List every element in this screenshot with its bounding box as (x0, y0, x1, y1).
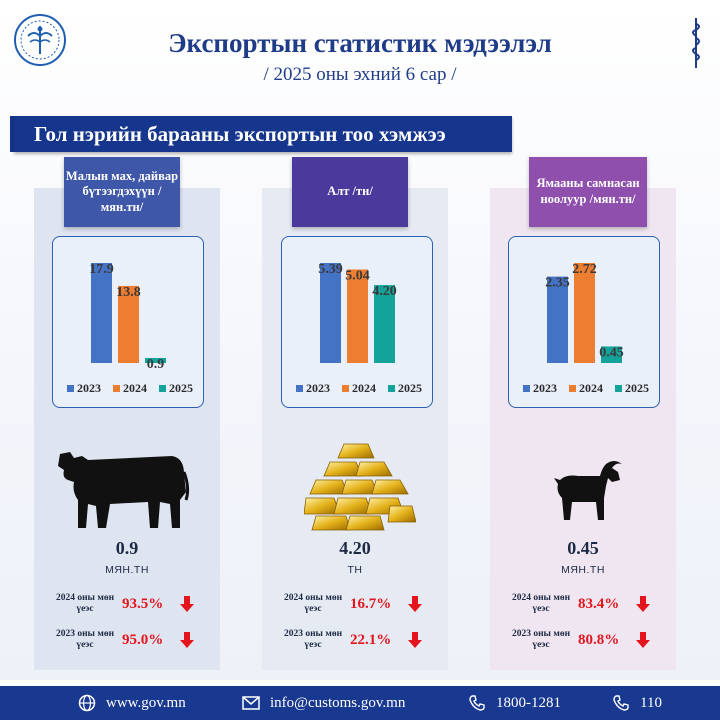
footer-bar: www.gov.mn info@customs.gov.mn 1800-1281… (0, 686, 720, 720)
legend-label-2023: 2023 (533, 381, 557, 395)
email-text[interactable]: info@customs.gov.mn (270, 694, 406, 711)
comparison-gold-2023: 2023 оны мөн үеэс 22.1% (280, 626, 422, 654)
gold-bars-icon (303, 436, 417, 537)
bar-2025 (145, 357, 166, 363)
legend-swatch-2025 (388, 385, 395, 392)
unit-cashmere: МЯН.ТН (561, 564, 605, 576)
current-value-gold: 4.20 (339, 538, 371, 558)
unit-gold: ТН (347, 564, 363, 576)
data-label-2024: 2.72 (572, 262, 597, 277)
hotline-text[interactable]: 110 (640, 694, 662, 711)
bar-2025 (601, 346, 622, 363)
cow-icon (52, 444, 190, 537)
bar-2024 (574, 263, 595, 363)
bar-2024 (347, 269, 368, 363)
comparison-cashmere-2024: 2024 оны мөн үеэс 83.4% (508, 590, 650, 618)
comparison-label: 2023 оны мөн үеэс (55, 629, 115, 650)
bar-2023 (547, 276, 568, 363)
phone-icon (469, 695, 485, 711)
current-value-cashmere: 0.45 (567, 538, 599, 558)
down-arrow-icon (408, 632, 422, 648)
comparison-pct: 22.1% (350, 631, 392, 648)
section-title: Гол нэрийн барааны экспортын тоо хэмжээ (14, 116, 512, 152)
chart-gold: 5.39 5.04 4.20 2023 2024 2025 (281, 236, 433, 408)
bar-chart-svg: 5.39 5.044.20 2023 2024 2025 (296, 262, 422, 395)
legend-label-2023: 2023 (306, 381, 330, 395)
comparison-pct: 95.0% (122, 631, 164, 648)
banner-accent (10, 116, 14, 152)
bar-2025 (374, 285, 395, 363)
chart-meat: 17.9 13.8 0.9 2023 2024 2025 (52, 236, 204, 408)
comparison-gold-2024: 2024 оны мөн үеэс 16.7% (280, 590, 422, 618)
legend-swatch-2024 (113, 385, 120, 392)
bar-chart-svg: 17.913.8 0.9 2023 2024 2025 (67, 262, 193, 395)
legend-swatch-2023 (523, 385, 530, 392)
comparison-pct: 93.5% (122, 595, 164, 612)
legend-label-2025: 2025 (169, 381, 193, 395)
comparison-label: 2023 оны мөн үеэс (283, 629, 343, 650)
legend-label-2025: 2025 (398, 381, 422, 395)
comparison-label: 2023 оны мөн үеэс (511, 629, 571, 650)
phone-text[interactable]: 1800-1281 (496, 694, 561, 711)
legend-swatch-2023 (67, 385, 74, 392)
data-label-2025: 0.45 (599, 345, 624, 360)
page-title: Экспортын статистик мэдээлэл (168, 28, 552, 58)
unit-meat: МЯН.ТН (105, 564, 149, 576)
down-arrow-icon (636, 596, 650, 612)
down-arrow-icon (636, 632, 650, 648)
legend-label-2025: 2025 (625, 381, 649, 395)
comparison-pct: 80.8% (578, 631, 620, 648)
data-label-2025: 4.20 (372, 284, 397, 299)
bar-2023 (91, 263, 112, 363)
data-label-2024: 13.8 (116, 285, 141, 300)
globe-icon (78, 694, 96, 712)
footer-phone[interactable]: 1800-1281 (468, 692, 561, 714)
legend-swatch-2024 (569, 385, 576, 392)
bar-2024 (118, 285, 139, 363)
comparison-label: 2024 оны мөн үеэс (283, 593, 343, 614)
footer-website[interactable]: www.gov.mn (78, 692, 186, 714)
comparison-meat-2024: 2024 оны мөн үеэс 93.5% (52, 590, 194, 618)
legend-swatch-2025 (159, 385, 166, 392)
footer-hotline[interactable]: 110 (612, 692, 662, 714)
comparison-cashmere-2023: 2023 оны мөн үеэс 80.8% (508, 626, 650, 654)
category-cashmere: Ямааны самнасан ноолуур /мян.тн/ (529, 157, 647, 227)
comparison-label: 2024 оны мөн үеэс (511, 593, 571, 614)
mail-icon (242, 696, 260, 710)
legend-label-2023: 2023 (77, 381, 101, 395)
page-subtitle: / 2025 оны эхний 6 сар / (263, 64, 457, 85)
mongolian-script-logo (686, 16, 706, 70)
data-label-2023: 17.9 (89, 262, 114, 277)
legend-label-2024: 2024 (579, 381, 603, 395)
footer-email[interactable]: info@customs.gov.mn (242, 692, 405, 714)
data-label-2023: 5.39 (318, 262, 343, 277)
hotline-phone-icon (613, 695, 629, 711)
legend-swatch-2025 (615, 385, 622, 392)
goat-icon (552, 458, 628, 529)
comparison-meat-2023: 2023 оны мөн үеэс 95.0% (52, 626, 194, 654)
legend-label-2024: 2024 (352, 381, 376, 395)
down-arrow-icon (408, 596, 422, 612)
data-label-2023: 2.35 (545, 276, 570, 291)
website-text[interactable]: www.gov.mn (106, 694, 186, 711)
legend-label-2024: 2024 (123, 381, 147, 395)
chart-cashmere: 2.35 2.72 0.45 2023 2024 2025 (508, 236, 660, 408)
current-value-meat: 0.9 (115, 538, 139, 558)
category-gold: Алт /тн/ (292, 157, 408, 227)
down-arrow-icon (180, 596, 194, 612)
category-meat: Малын мах, дайвар бүтээгдэхүүн /мян.тн/ (64, 157, 180, 227)
data-label-2025: 0.9 (147, 357, 165, 372)
legend-swatch-2023 (296, 385, 303, 392)
data-label-2024: 5.04 (345, 268, 370, 283)
bar-2023 (320, 263, 341, 363)
comparison-pct: 83.4% (578, 595, 620, 612)
down-arrow-icon (180, 632, 194, 648)
comparison-pct: 16.7% (350, 595, 392, 612)
legend-swatch-2024 (342, 385, 349, 392)
customs-emblem-logo (14, 14, 66, 66)
bar-chart-svg: 2.352.72 0.45 2023 2024 2025 (523, 262, 649, 395)
comparison-label: 2024 оны мөн үеэс (55, 593, 115, 614)
